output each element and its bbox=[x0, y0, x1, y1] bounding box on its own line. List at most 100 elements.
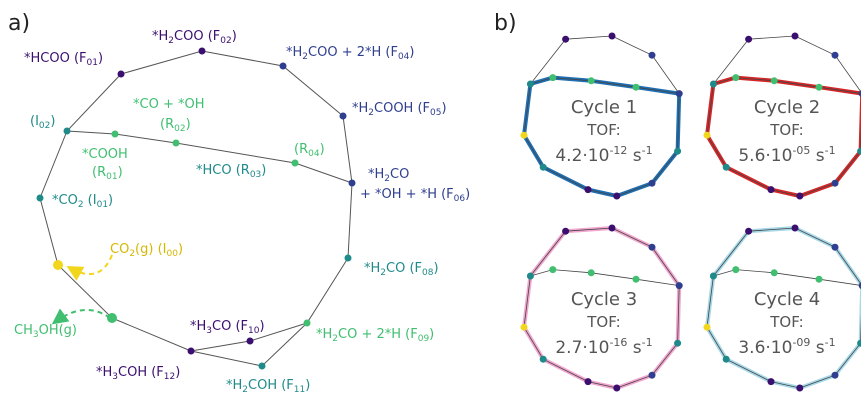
cycle-4-title: Cycle 4 bbox=[754, 289, 820, 310]
cycle-2-node bbox=[722, 163, 730, 171]
cycle-4-node bbox=[791, 224, 799, 232]
cycle-3-diagram: Cycle 3 TOF: 2.7·10-16 s-1 bbox=[520, 224, 683, 392]
label-F06b: + *OH + *H (F06) bbox=[360, 187, 470, 204]
cycle-3-node bbox=[526, 272, 534, 280]
cycle-3-node bbox=[562, 227, 570, 235]
cycle-3-node bbox=[675, 282, 683, 290]
node-CH3OH bbox=[107, 313, 117, 323]
cycle-3-node bbox=[648, 371, 656, 379]
cycle-4-node bbox=[709, 272, 717, 280]
cycle-3-node bbox=[584, 378, 592, 386]
label-F12: *H3COH (F12) bbox=[96, 365, 180, 382]
cycle-4-tof-label: TOF: bbox=[769, 313, 804, 331]
cycle-2-node bbox=[732, 74, 740, 82]
cycle-3-node bbox=[539, 355, 547, 363]
cycle-2-tof-label: TOF: bbox=[769, 121, 804, 139]
cycle-3-node bbox=[608, 224, 616, 232]
cycle-1-node bbox=[608, 32, 616, 40]
node-I00 bbox=[53, 260, 63, 270]
cycle-2-node bbox=[858, 90, 861, 97]
cycle-2-node bbox=[815, 83, 823, 91]
cycle-3-title: Cycle 3 bbox=[571, 289, 637, 310]
cycle-4-node bbox=[815, 275, 823, 283]
node-F05 bbox=[339, 112, 347, 120]
label-R01b: (R01) bbox=[92, 165, 123, 182]
cycle-4-diagram: Cycle 4 TOF: 3.6·10-09 s-1 bbox=[703, 224, 861, 392]
label-F01: *HCOO (F01) bbox=[24, 51, 103, 68]
cycle-3-node bbox=[587, 269, 595, 277]
cycle-1-node bbox=[584, 186, 592, 194]
cycle-1-tof-label: TOF: bbox=[586, 121, 621, 139]
co2-arrow bbox=[66, 254, 113, 281]
cycle-4-node bbox=[831, 243, 839, 251]
cycle-1-ring bbox=[523, 35, 680, 197]
cycle-2-tof-value: 5.6·10-05 s-1 bbox=[738, 144, 835, 166]
ch3oh-arrow bbox=[51, 308, 111, 325]
panel-a-label: a) bbox=[8, 11, 30, 36]
cycle-4-node bbox=[857, 339, 861, 347]
cycle-2-node bbox=[703, 131, 711, 139]
label-F10: *H3CO (F10) bbox=[190, 319, 265, 336]
cycle-1-tof-value: 4.2·10-12 s-1 bbox=[555, 144, 652, 166]
network-a-labels: *HCOO (F01) *H2COO (F02) *H2COO + 2*H (F… bbox=[14, 29, 470, 393]
network-a-nodes bbox=[36, 47, 356, 370]
node-R01 bbox=[111, 130, 119, 138]
cycle-1-node bbox=[539, 163, 547, 171]
label-R04: (R04) bbox=[294, 142, 325, 159]
cycle-2-node bbox=[745, 35, 753, 43]
node-F10 bbox=[246, 337, 254, 345]
node-F06 bbox=[348, 179, 356, 187]
label-F02: *H2COO (F02) bbox=[152, 29, 237, 46]
label-I00: CO2(g) (I00) bbox=[110, 242, 183, 259]
cycle-1-node bbox=[674, 147, 682, 155]
cycle-2-node bbox=[767, 186, 775, 194]
cycle-4-node bbox=[767, 378, 775, 386]
label-F06: *H2CO bbox=[368, 167, 409, 184]
label-CH3OH: CH3OH(g) bbox=[14, 323, 77, 340]
label-I02: (I02) bbox=[30, 114, 55, 131]
label-R01: *COOH bbox=[82, 147, 128, 162]
node-R04 bbox=[291, 159, 299, 167]
cycle-2-node bbox=[831, 51, 839, 59]
label-I01: *CO2 (I01) bbox=[52, 193, 113, 210]
cycle-4-node bbox=[722, 355, 730, 363]
cycles-panel: Cycle 1 TOF: 4.2·10-12 s-1 Cycle 2 TOF: 5.6·1… bbox=[520, 32, 861, 392]
panel-b-label: b) bbox=[494, 11, 517, 36]
cycle-1-node bbox=[632, 83, 640, 91]
node-F02 bbox=[198, 47, 206, 55]
label-F05: *H2COOH (F05) bbox=[352, 101, 447, 118]
node-F08 bbox=[344, 254, 352, 262]
node-F01 bbox=[117, 70, 125, 78]
label-R03: *HCO (R03) bbox=[196, 163, 266, 180]
cycle-1-node bbox=[526, 80, 534, 88]
cycle-2-node bbox=[791, 32, 799, 40]
cycle-4-tof-value: 3.6·10-09 s-1 bbox=[738, 336, 835, 358]
cycle-1-node bbox=[562, 35, 570, 43]
cycle-4-node bbox=[770, 269, 778, 277]
cycle-4-ring bbox=[706, 227, 861, 389]
cycle-3-node bbox=[632, 275, 640, 283]
cycle-4-node bbox=[796, 384, 804, 392]
cycle-2-node bbox=[709, 80, 717, 88]
node-R03 bbox=[172, 139, 180, 147]
cycle-2-node bbox=[857, 147, 861, 155]
cycle-3-tof-label: TOF: bbox=[586, 313, 621, 331]
cycle-2-node bbox=[796, 192, 804, 200]
cycle-2-node bbox=[770, 77, 778, 85]
label-F11: *H2COH (F11) bbox=[226, 378, 310, 393]
cycle-2-ring bbox=[706, 35, 861, 197]
cycle-1-title: Cycle 1 bbox=[571, 97, 637, 118]
cycle-1-node bbox=[549, 74, 557, 82]
cycle-3-ring bbox=[523, 227, 680, 389]
node-F09 bbox=[303, 319, 311, 327]
cycle-3-node bbox=[648, 243, 656, 251]
cycle-1-diagram: Cycle 1 TOF: 4.2·10-12 s-1 bbox=[520, 32, 683, 200]
cycle-1-node bbox=[587, 77, 595, 85]
cycle-3-tof-value: 2.7·10-16 s-1 bbox=[555, 336, 652, 358]
cycle-1-node bbox=[648, 179, 656, 187]
cycle-2-diagram: Cycle 2 TOF: 5.6·10-05 s-1 bbox=[703, 32, 861, 200]
cycle-3-node bbox=[549, 266, 557, 274]
node-F11 bbox=[258, 362, 266, 370]
cycle-1-node bbox=[520, 131, 528, 139]
